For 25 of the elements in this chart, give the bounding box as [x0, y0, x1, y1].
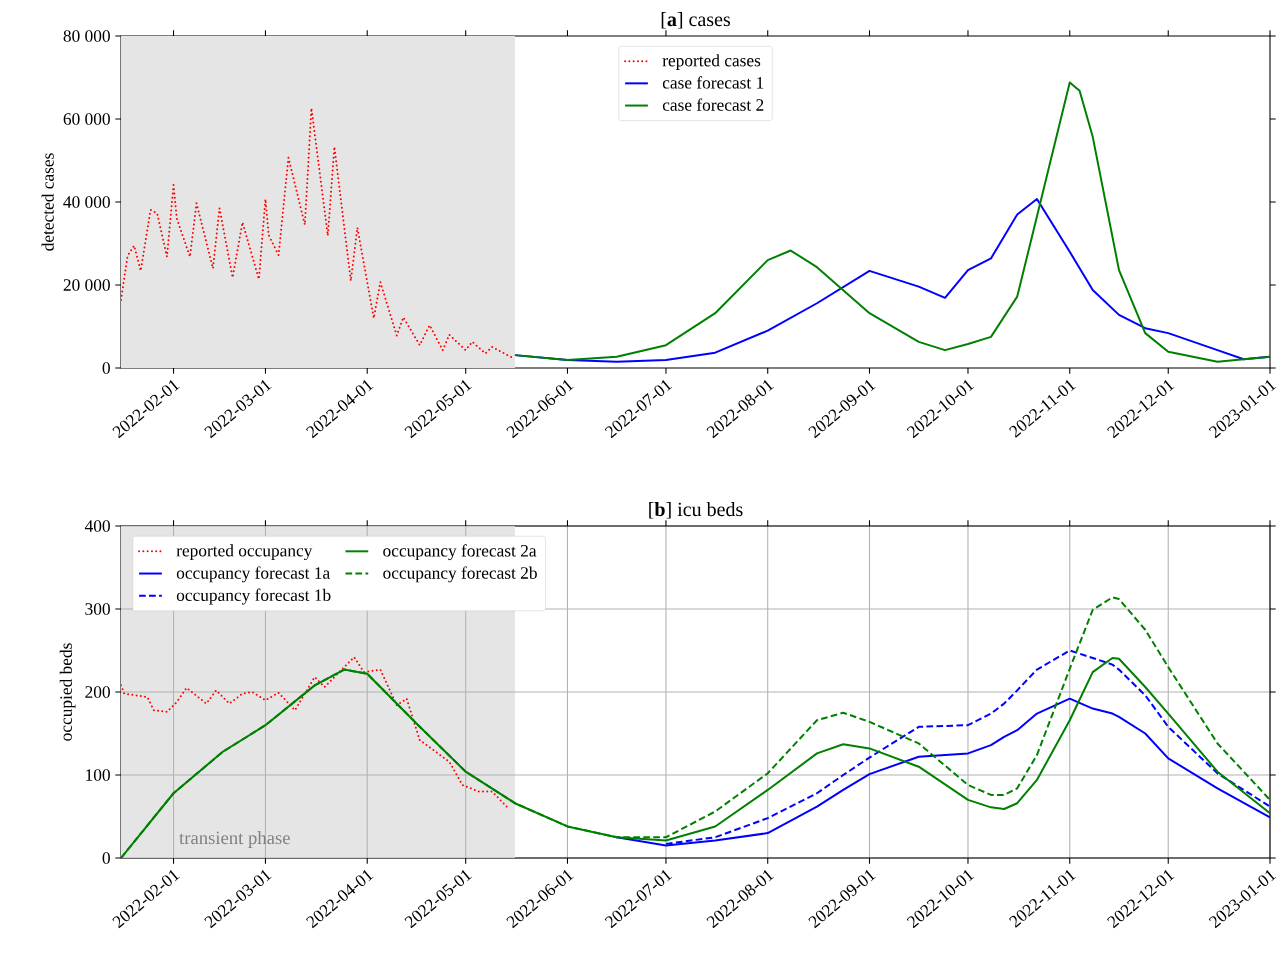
legend-label: reported cases: [662, 54, 761, 70]
y-tick-label: 300: [85, 603, 110, 615]
legend-label: occupancy forecast 1a: [176, 566, 330, 583]
band-label: transient phase: [179, 831, 290, 848]
legend-label: case forecast 2: [662, 98, 764, 111]
line-series: [121, 656, 510, 810]
legend-label: occupancy forecast 2b: [383, 566, 537, 583]
y-tick-label: 80 000: [63, 30, 110, 42]
y-tick-label: 400: [84, 520, 110, 532]
y-axis-title: detected cases: [41, 153, 54, 251]
line-series: [121, 107, 513, 359]
legend-label: case forecast 1: [662, 76, 764, 89]
legend-label: reported occupancy: [176, 544, 313, 561]
y-tick-label: 40 000: [63, 196, 110, 208]
chart-title: [b] icu beds: [649, 502, 743, 519]
y-tick-label: 60 000: [63, 113, 110, 125]
y-tick-label: 200: [85, 686, 110, 698]
legend-label: occupancy forecast 2a: [383, 544, 537, 561]
y-axis-title: occupied beds: [59, 643, 76, 741]
chart-title: [a] cases: [661, 12, 731, 29]
y-tick-label: 100: [86, 769, 110, 781]
y-tick-label: 20 000: [63, 279, 110, 291]
legend-label: occupancy forecast 1b: [176, 588, 331, 605]
y-tick-label: 0: [102, 362, 110, 374]
y-tick-label: 0: [102, 852, 110, 864]
